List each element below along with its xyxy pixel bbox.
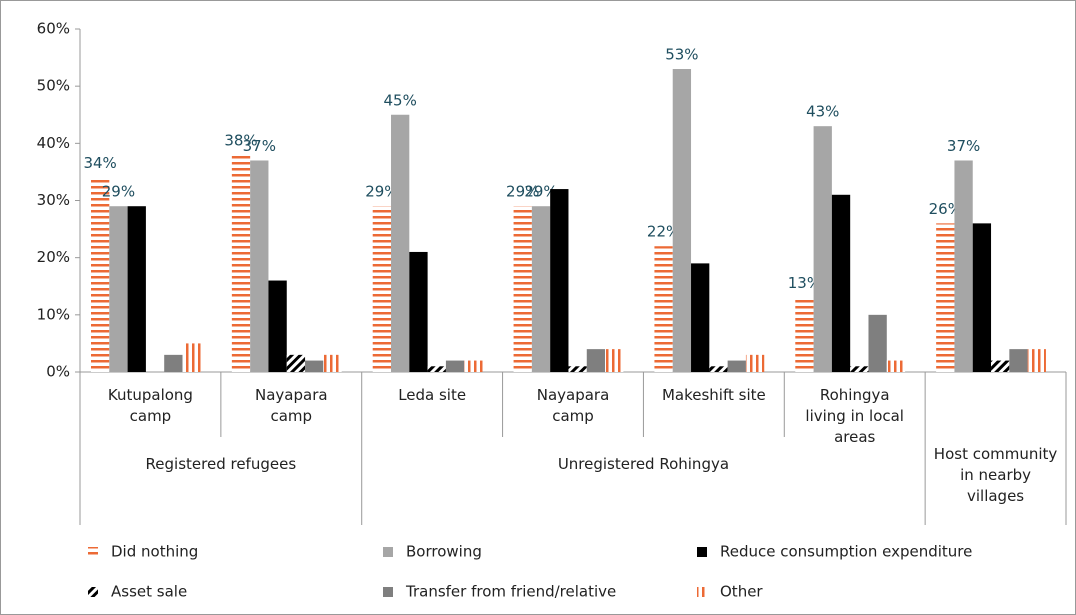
bar <box>464 360 483 372</box>
bar <box>286 354 306 372</box>
bar <box>954 160 973 372</box>
legend-swatch <box>88 547 98 557</box>
legend-swatch <box>383 547 393 557</box>
x-tick-label: Makeshift site <box>661 386 766 404</box>
bar <box>991 360 1010 372</box>
value-label: 43% <box>806 103 839 121</box>
bar <box>709 366 728 372</box>
bar <box>795 297 814 372</box>
value-label: 29% <box>506 183 539 201</box>
value-label: 22% <box>647 223 680 241</box>
legend-label: Reduce consumption expenditure <box>720 543 972 561</box>
x-tick-label: Kutupalong camp <box>107 386 193 425</box>
bar <box>568 366 587 372</box>
bar <box>91 177 110 372</box>
bar <box>654 246 673 372</box>
group-label: Unregistered Rohingya <box>557 455 730 473</box>
bar <box>323 354 342 372</box>
y-tick-label: 10% <box>37 305 70 323</box>
x-tick-label: Leda site <box>398 386 467 404</box>
bar <box>164 354 183 372</box>
legend-label: Did nothing <box>111 543 198 561</box>
bar <box>850 366 869 372</box>
bar <box>868 314 887 372</box>
bar <box>372 206 392 372</box>
legend-swatch <box>697 587 707 597</box>
bar <box>727 360 746 372</box>
bar <box>182 343 201 372</box>
value-label: 13% <box>788 274 821 292</box>
value-label: 37% <box>243 137 276 155</box>
value-label: 26% <box>929 200 962 218</box>
x-tick-label: Nayapara camp <box>536 386 610 425</box>
value-label: 38% <box>224 131 257 149</box>
x-tick-label: Nayapara camp <box>255 386 328 425</box>
legend-label: Other <box>720 583 763 601</box>
bar <box>1027 349 1046 372</box>
bar <box>586 349 606 372</box>
bar <box>550 189 569 372</box>
x-tick-label: Rohingya living in local areas <box>805 386 904 446</box>
y-tick-label: 30% <box>37 191 70 209</box>
y-tick-label: 20% <box>37 248 70 266</box>
bar <box>127 206 146 372</box>
bar <box>813 126 832 372</box>
y-tick-label: 50% <box>37 77 70 95</box>
bar <box>391 114 410 372</box>
value-label: 29% <box>102 183 135 201</box>
value-label: 37% <box>947 137 980 155</box>
bar <box>691 263 710 372</box>
bar <box>109 206 128 372</box>
value-label: 29% <box>365 183 398 201</box>
legend-label: Transfer from friend/relative <box>405 583 616 601</box>
legend-swatch <box>88 587 98 597</box>
bar <box>1009 349 1028 372</box>
bar <box>513 206 532 372</box>
bar <box>831 194 851 372</box>
legend-label: Asset sale <box>111 583 187 601</box>
y-tick-label: 40% <box>37 134 70 152</box>
bar <box>427 366 446 372</box>
bar <box>305 360 324 372</box>
legend-swatch <box>697 547 707 557</box>
bar <box>250 160 269 372</box>
bar <box>531 206 551 372</box>
bar <box>605 349 624 372</box>
value-label: 29% <box>524 183 557 201</box>
group-label: Registered refugees <box>145 455 297 473</box>
bar <box>672 69 692 373</box>
bar <box>936 223 955 372</box>
bar <box>745 354 765 372</box>
bar <box>445 360 465 372</box>
y-tick-label: 0% <box>46 363 70 381</box>
value-label: 45% <box>383 91 416 109</box>
legend-swatch <box>383 587 393 597</box>
bar <box>231 154 251 372</box>
bar <box>268 280 287 372</box>
value-label: 34% <box>83 154 116 172</box>
y-tick-label: 60% <box>37 20 70 38</box>
value-label: 53% <box>665 46 698 64</box>
bar <box>409 251 428 372</box>
bar <box>972 223 992 372</box>
legend-label: Borrowing <box>406 543 482 561</box>
group-label: Host community in nearby villages <box>933 445 1058 505</box>
bar <box>886 360 906 372</box>
